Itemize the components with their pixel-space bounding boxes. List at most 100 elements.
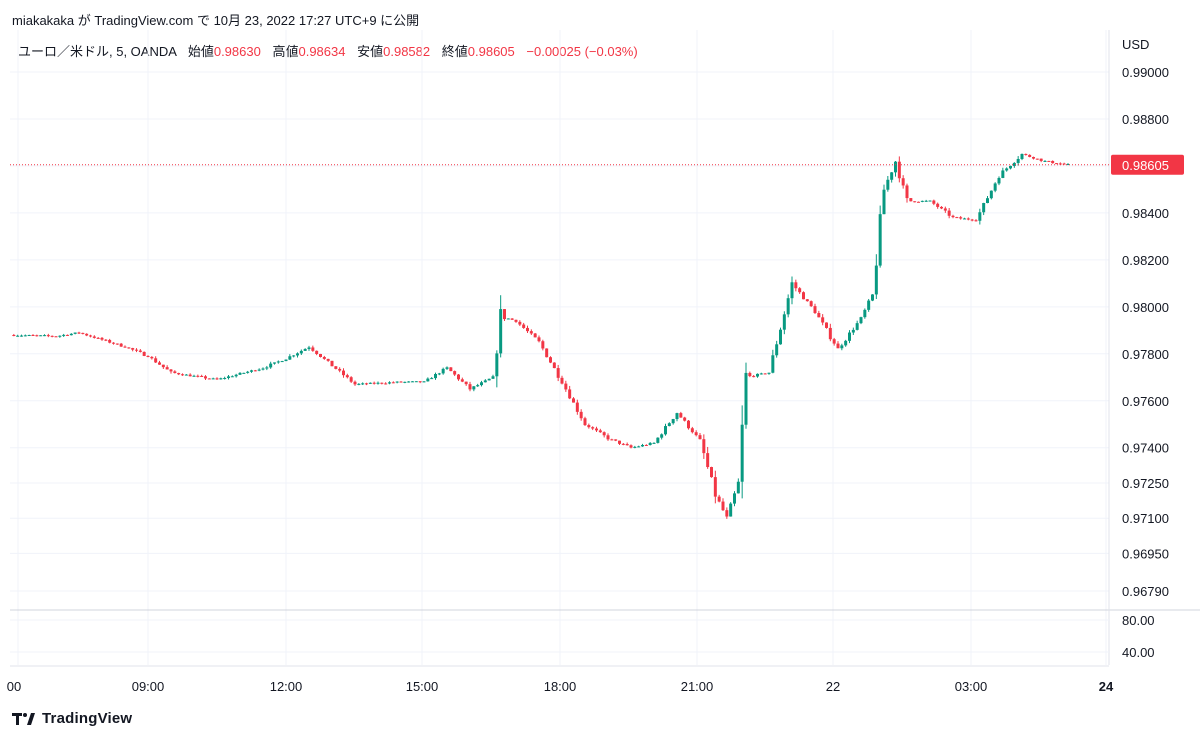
symbol-legend: ユーロ／米ドル, 5, OANDA 始値0.98630 高値0.98634 安値…	[18, 41, 638, 60]
candle-body	[775, 344, 779, 356]
candle-body	[434, 374, 437, 379]
candle-body	[717, 496, 721, 502]
candle-body	[713, 477, 717, 497]
candle-body	[414, 381, 418, 383]
candle-body	[58, 335, 62, 337]
open-label: 始値	[187, 44, 214, 59]
candle-body	[131, 348, 135, 350]
candle-body	[537, 337, 541, 342]
candle-body	[158, 362, 161, 365]
candle-body	[62, 334, 66, 336]
candle-body	[234, 374, 238, 377]
candle-body	[890, 172, 894, 180]
candle-body	[1001, 170, 1005, 178]
candle-body	[660, 434, 664, 438]
symbol-name[interactable]: ユーロ／米ドル, 5, OANDA	[18, 44, 177, 59]
candle-body	[821, 317, 825, 323]
candle-body	[568, 389, 572, 399]
indicator-tick-label: 80.00	[1122, 613, 1155, 628]
candle-body	[388, 382, 391, 384]
candle-body	[253, 370, 257, 372]
candle-body	[982, 203, 986, 213]
candle-body	[430, 378, 434, 380]
last-price-tag-bg	[1111, 154, 1184, 175]
candle-body	[790, 282, 794, 299]
candle-body	[798, 288, 802, 293]
candle-body	[184, 374, 188, 376]
candle-body	[150, 356, 154, 359]
candle-body	[334, 366, 338, 369]
candle-body	[851, 329, 855, 333]
candle-body	[729, 503, 733, 517]
candle-body	[104, 339, 108, 341]
candle-body	[901, 178, 905, 186]
candle-body	[978, 212, 982, 221]
time-tick-label: 03:00	[955, 679, 988, 694]
candle-body	[863, 309, 867, 318]
candle-body	[1024, 153, 1028, 155]
candle-body	[683, 417, 687, 421]
candle-body	[621, 443, 625, 445]
candle-body	[656, 437, 660, 443]
candle-body	[89, 335, 92, 337]
candle-body	[752, 376, 756, 378]
candle-body	[330, 360, 334, 367]
candle-body	[491, 376, 495, 379]
candle-body	[384, 383, 388, 385]
candle-body	[836, 343, 840, 349]
chart-grid	[10, 30, 1109, 665]
currency-label[interactable]: USD	[1122, 37, 1150, 52]
candle-body	[1035, 158, 1039, 160]
open-value: 0.98630	[213, 44, 261, 59]
candle-body	[606, 435, 610, 440]
low-value: 0.98582	[383, 44, 431, 59]
candle-body	[878, 214, 882, 266]
time-tick-label: 00	[7, 679, 21, 694]
candle-body	[733, 493, 736, 504]
candle-body	[552, 362, 556, 369]
candle-body	[779, 329, 782, 345]
candle-body	[763, 373, 767, 375]
candle-body	[246, 371, 250, 373]
price-tick-label: 0.97400	[1122, 441, 1169, 456]
time-tick-label: 15:00	[406, 679, 439, 694]
candle-body	[464, 381, 468, 385]
time-axis: 00 09:00 12:00 15:00 18:00 21:00 22 03:00 24	[7, 679, 1114, 694]
tradingview-brand[interactable]: TradingView	[12, 710, 132, 727]
candle-body	[142, 351, 146, 356]
candle-body	[560, 377, 564, 384]
candle-body	[426, 378, 430, 382]
candle-body	[867, 300, 871, 310]
candle-body	[273, 362, 276, 364]
candle-body	[886, 179, 890, 190]
candle-body	[365, 383, 368, 385]
candle-body	[1058, 163, 1062, 165]
candle-body	[27, 335, 31, 337]
candle-body	[395, 381, 399, 383]
candle-body	[154, 358, 158, 363]
candle-body	[671, 419, 675, 424]
candle-body	[1043, 160, 1047, 162]
candle-body	[848, 332, 851, 341]
candle-body	[813, 306, 817, 314]
candle-body	[211, 378, 215, 380]
candle-body	[859, 317, 863, 324]
candle-body	[92, 336, 96, 338]
candle-body	[31, 335, 35, 337]
time-tick-label: 09:00	[132, 679, 165, 694]
candle-body	[188, 374, 192, 377]
candle-body	[518, 321, 522, 325]
candle-body	[108, 339, 112, 343]
candle-body	[963, 218, 966, 220]
candle-body	[161, 364, 165, 368]
candle-body	[437, 373, 441, 375]
candle-body	[445, 367, 449, 369]
candle-body	[353, 381, 357, 385]
candle-body	[920, 200, 924, 202]
candle-body	[39, 335, 43, 337]
candle-body	[951, 215, 955, 218]
high-value: 0.98634	[298, 44, 346, 59]
low-label: 安値	[357, 44, 384, 59]
candle-body	[196, 375, 200, 377]
